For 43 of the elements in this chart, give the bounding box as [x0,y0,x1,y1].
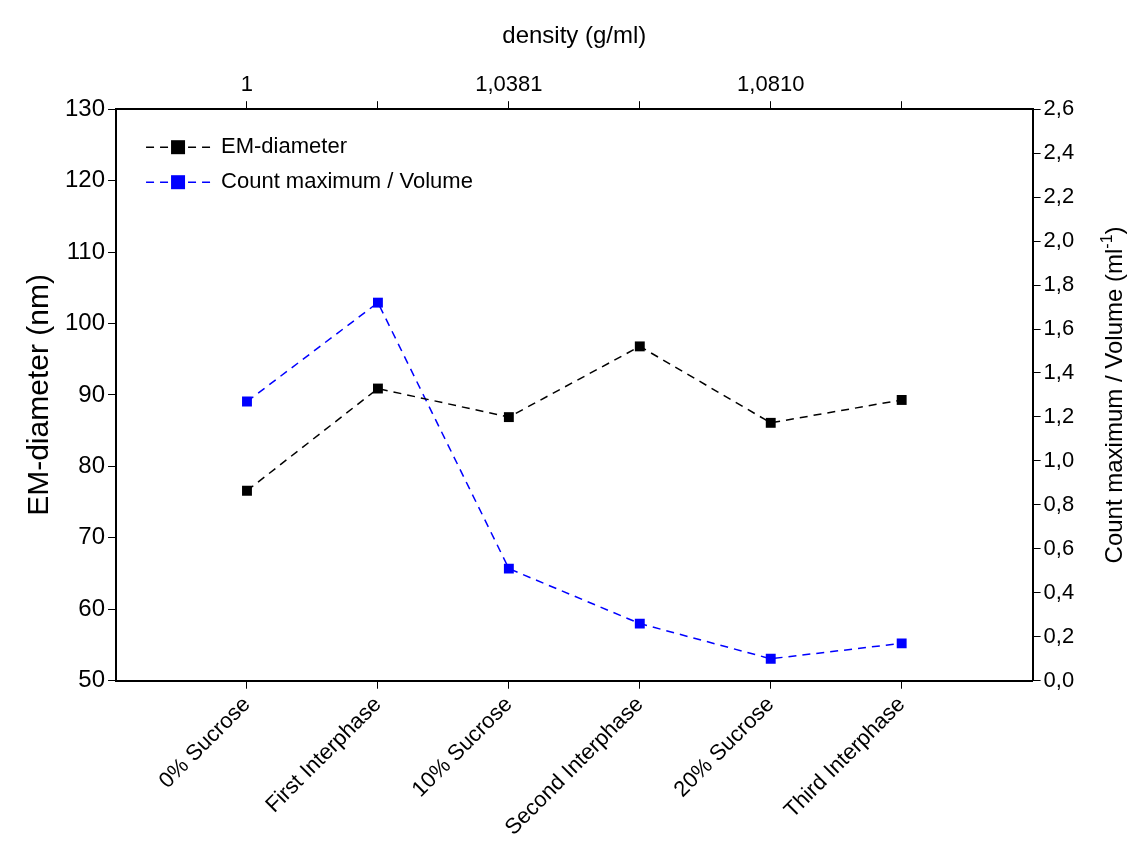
point [242,396,252,407]
y-tick-label: 100 [65,308,106,336]
y2-tick-label: 0,2 [1043,622,1075,648]
point [634,618,645,629]
y2-tick-label: 1,2 [1043,403,1075,429]
y-tick-label: 60 [78,593,106,621]
point [503,563,514,574]
y2-axis-title: Count maximum / Volume (ml-1) [1098,226,1127,564]
annotation: 1,0381 [475,71,543,97]
y2-tick-label: 2,6 [1043,95,1075,121]
y-tick-label: 130 [65,93,106,121]
y2-tick-label: 0,4 [1043,578,1075,604]
point [634,341,645,352]
y2-tick-label: 1,4 [1043,359,1075,385]
legend-label: Count maximum / Volume [221,168,473,194]
point [896,395,907,405]
point [372,297,383,308]
annotation: 1 [240,71,254,97]
y2-tick-label: 2,4 [1043,139,1075,165]
point [372,383,383,394]
point [765,417,776,428]
y-tick-label: 110 [66,236,106,264]
point [896,638,907,649]
y2-tick-label: 2,2 [1043,183,1075,209]
x2-axis-title: density (g/ml) [502,21,647,49]
y-tick-label: 70 [78,522,106,550]
y2-tick-label: 0,6 [1043,534,1075,560]
y2-tick-label: 2,0 [1043,227,1075,253]
y2-tick-label: 1,8 [1043,271,1075,297]
point [503,412,514,423]
y-axis-title: EM-diameter (nm) [21,274,55,516]
y-tick-label: 90 [78,379,106,407]
y2-tick-label: 1,6 [1043,315,1075,341]
y2-tick-label: 0,0 [1043,666,1075,692]
y2-tick-label: 1,0 [1043,446,1075,472]
annotation: 1,0810 [737,71,805,97]
y-tick-label: 50 [78,665,106,693]
y2-tick-label: 0,8 [1043,490,1075,516]
y-tick-label: 120 [65,165,106,193]
point [242,485,252,496]
legend-label: EM-diameter [221,133,347,159]
y-tick-label: 80 [78,451,106,479]
point [765,653,776,664]
